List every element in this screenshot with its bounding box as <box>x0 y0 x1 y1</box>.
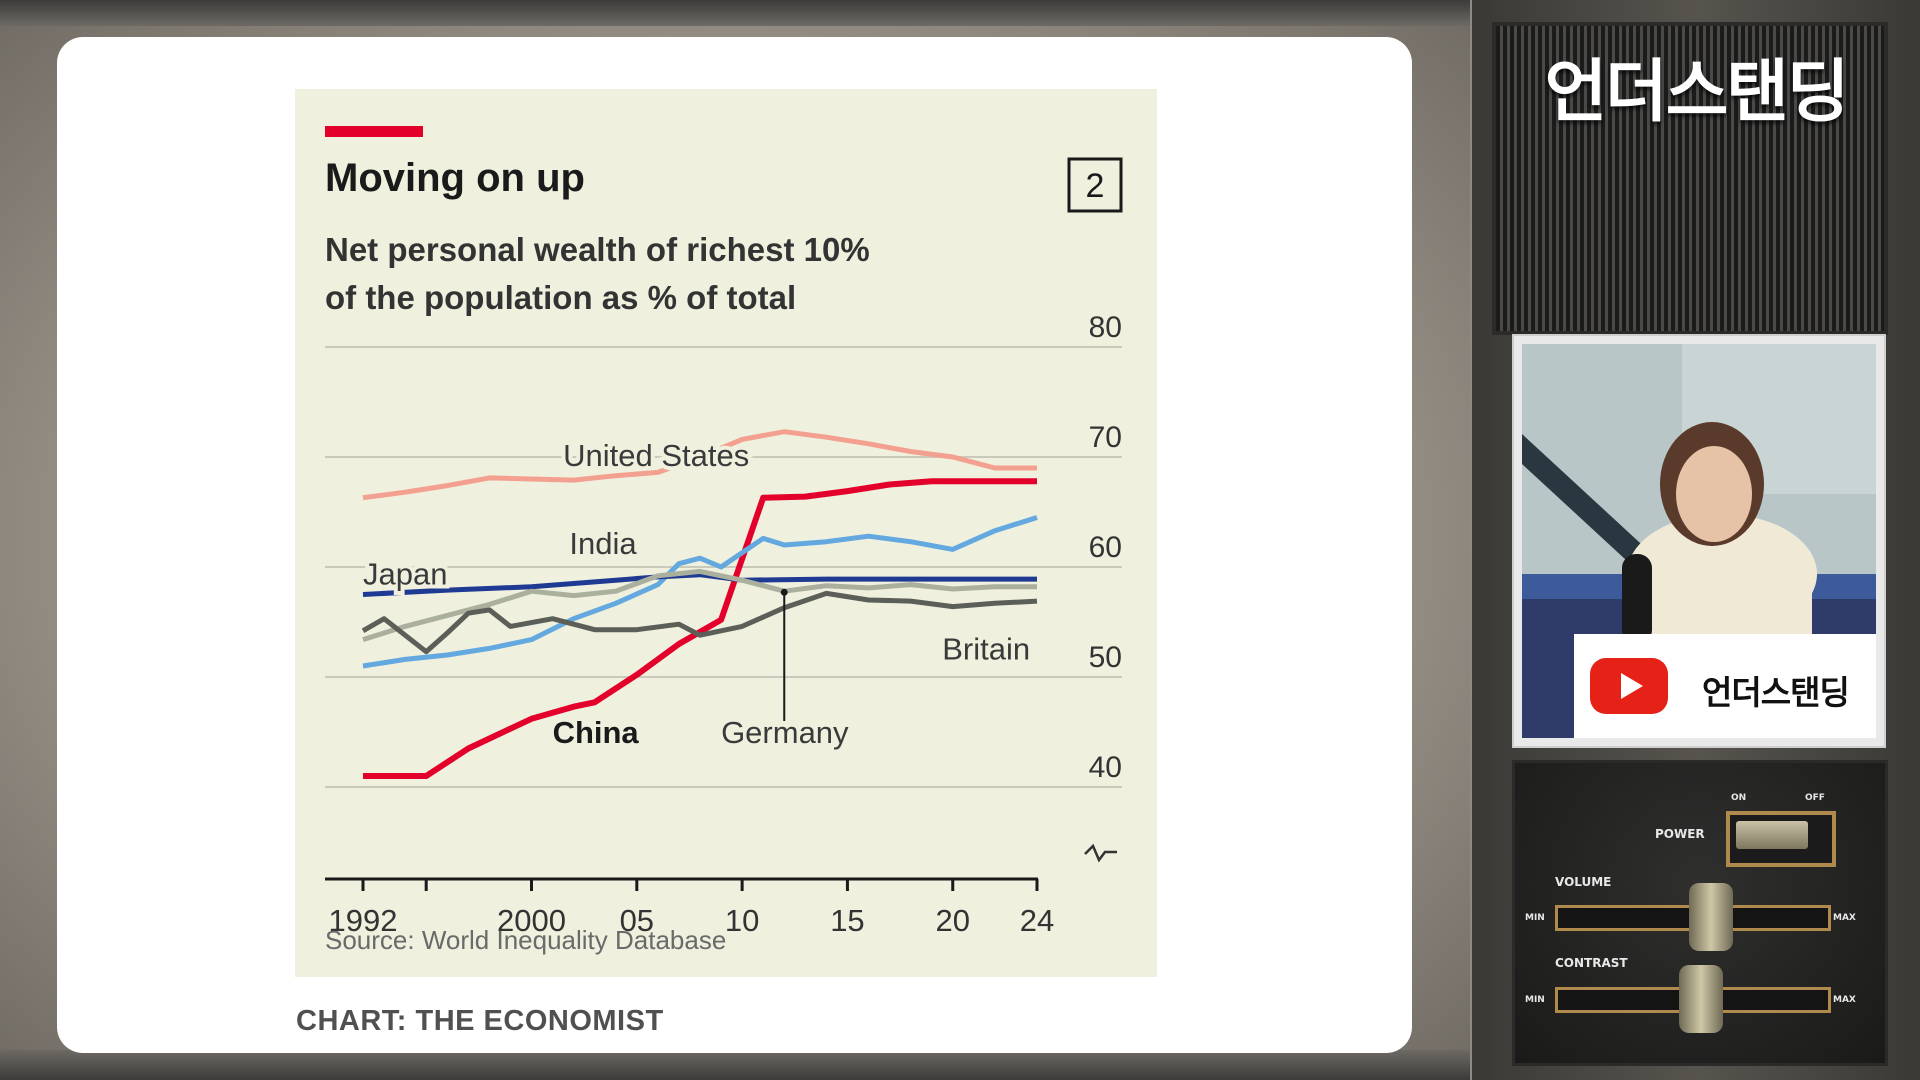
contrast-slider[interactable] <box>1679 965 1723 1033</box>
grid-lines: 40 50 60 70 80 <box>325 311 1122 863</box>
y-tick-label-60: 60 <box>1089 531 1122 564</box>
channel-brand-title: 언더스탠딩 <box>1544 53 1850 132</box>
channel-sidebar: 언더스탠딩 언더스탠딩 ON OFF POWER <box>1472 0 1920 1080</box>
power-switch[interactable] <box>1726 811 1836 867</box>
series-label-britain: Britain <box>942 631 1030 666</box>
x-tick-label-10: 10 <box>725 903 759 938</box>
chart-source: Source: World Inequality Database <box>325 925 726 955</box>
power-label: POWER <box>1655 827 1705 841</box>
contrast-max-label: MAX <box>1833 995 1856 1005</box>
series-label-china: China <box>553 715 640 750</box>
volume-max-label: MAX <box>1833 913 1856 923</box>
series-line-britain <box>361 590 1038 655</box>
axis-break-icon <box>1084 843 1117 863</box>
series-label-united-states: United States <box>563 438 749 473</box>
title-accent-bar <box>325 126 423 137</box>
youtube-channel-name: 언더스탠딩 <box>1702 673 1850 712</box>
chart-credit: CHART: THE ECONOMIST <box>296 1005 664 1037</box>
chart-subtitle-line1: Net personal wealth of richest 10% <box>325 231 870 268</box>
play-icon <box>1621 673 1643 699</box>
line-chart: Moving on up 2 Net personal wealth of ri… <box>325 126 1123 955</box>
chart-title: Moving on up <box>325 156 585 200</box>
x-axis: 1992 2000 05 10 15 20 24 <box>325 877 1054 938</box>
speaker-grille <box>1492 22 1888 335</box>
series-line-germany <box>362 568 1037 642</box>
series-labels: United StatesChinaIndiaJapanGermanyBrita… <box>359 434 1034 754</box>
y-tick-label-70: 70 <box>1089 421 1122 454</box>
chart-subtitle-line2: of the population as % of total <box>325 279 796 316</box>
series-line-japan <box>362 572 1037 597</box>
y-tick-label-80: 80 <box>1089 311 1122 344</box>
contrast-min-label: MIN <box>1525 995 1545 1005</box>
volume-label: VOLUME <box>1555 875 1612 889</box>
chart-number-box <box>1067 157 1123 213</box>
power-on-label: ON <box>1731 793 1747 803</box>
presenter-video-feed: 언더스탠딩 <box>1522 344 1876 738</box>
series-line-china <box>363 478 1037 779</box>
x-tick-label-1992: 1992 <box>329 903 398 938</box>
x-tick-label-2000: 2000 <box>497 903 566 938</box>
series-label-japan: Japan <box>363 557 447 592</box>
tv-frame: Moving on up 2 Net personal wealth of ri… <box>0 0 1470 1080</box>
series-line-india <box>362 515 1038 669</box>
volume-min-label: MIN <box>1525 913 1545 923</box>
power-switch-knob <box>1736 821 1808 849</box>
series-lines <box>361 429 1038 779</box>
frame-bottom-edge <box>0 1050 1470 1080</box>
chart-panel: Moving on up 2 Net personal wealth of ri… <box>295 89 1157 977</box>
x-tick-label-05: 05 <box>620 903 654 938</box>
chart-number: 2 <box>1086 167 1105 205</box>
y-tick-label-50: 50 <box>1089 641 1122 674</box>
power-off-label: OFF <box>1805 793 1825 803</box>
volume-slider[interactable] <box>1689 883 1733 951</box>
x-tick-label-24: 24 <box>1020 903 1054 938</box>
contrast-label: CONTRAST <box>1555 956 1628 970</box>
annotation-marker <box>780 588 788 596</box>
frame-top-edge <box>0 0 1470 26</box>
tv-control-panel: ON OFF POWER VOLUME MIN MAX CONTRAST MIN… <box>1512 760 1888 1066</box>
youtube-channel-bar[interactable]: 언더스탠딩 <box>1574 634 1876 738</box>
x-tick-label-20: 20 <box>936 903 970 938</box>
series-line-united-states <box>362 429 1037 501</box>
presentation-screen: Moving on up 2 Net personal wealth of ri… <box>57 37 1412 1053</box>
series-label-india: India <box>569 526 637 561</box>
x-tick-label-15: 15 <box>830 903 864 938</box>
y-tick-label-40: 40 <box>1089 751 1122 784</box>
presenter-video: 언더스탠딩 <box>1512 334 1886 748</box>
youtube-icon <box>1590 658 1668 714</box>
